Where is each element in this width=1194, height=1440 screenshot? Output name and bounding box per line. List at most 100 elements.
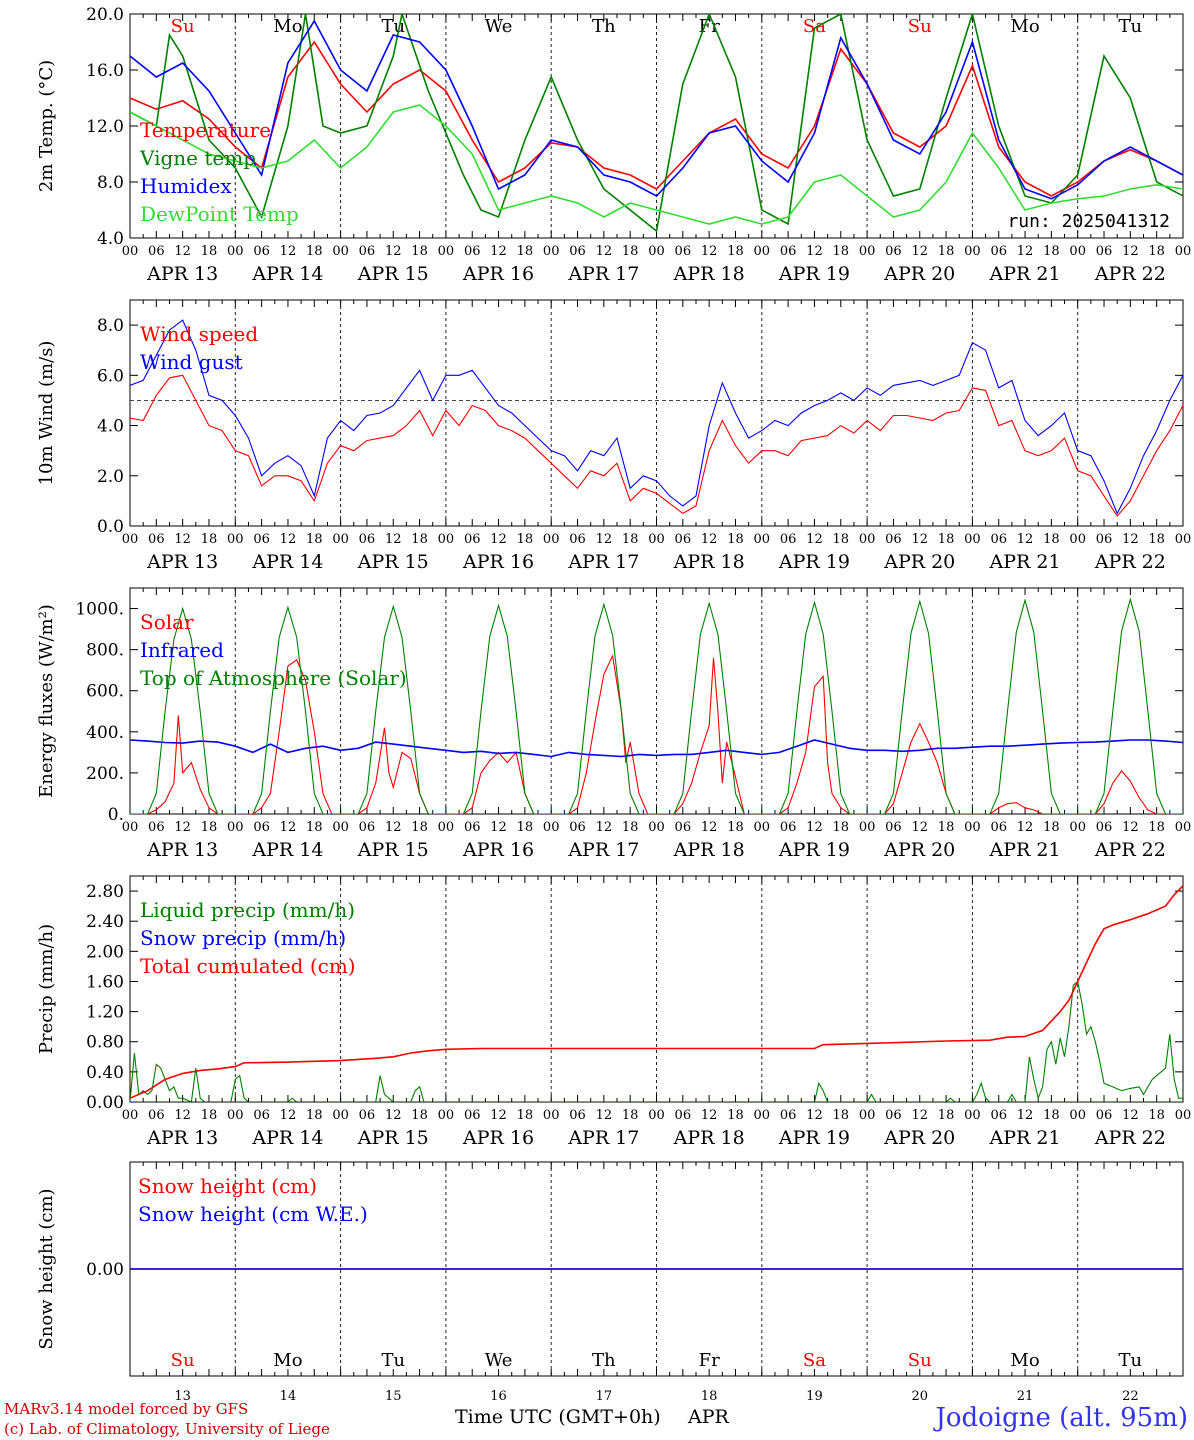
run-annotation: run: 2025041312 [1007,211,1170,232]
weekday-label: Su [908,16,932,37]
x-hour-label: 12 [280,1108,297,1123]
legend-entry: Snow precip (mm/h) [140,926,346,950]
x-hour-label: 18 [938,532,955,547]
weekday-label: Mo [273,1350,302,1371]
x-hour-label: 18 [833,532,850,547]
x-hour-label: 06 [464,820,481,835]
x-hour-label: 18 [517,244,534,259]
x-hour-label: 00 [438,1108,455,1123]
x-date-label: APR 13 [146,551,218,573]
x-hour-label: 06 [464,244,481,259]
x-hour-label: 06 [885,244,902,259]
x-date-label: APR 17 [567,1127,639,1149]
x-hour-label: 00 [543,532,560,547]
x-hour-label: 18 [727,244,744,259]
x-hour-label: 00 [1175,1108,1192,1123]
x-day-number: 15 [385,1389,402,1404]
x-date-label: APR 18 [673,263,745,285]
legend-entry: Humidex [140,174,232,198]
weekday-label: Mo [1010,1350,1039,1371]
x-hour-label: 12 [385,532,402,547]
x-hour-label: 12 [701,244,718,259]
x-hour-label: 12 [490,1108,507,1123]
x-hour-label: 06 [780,244,797,259]
x-hour-label: 12 [1122,532,1139,547]
y-axis-label: 2m Temp. (°C) [36,60,57,192]
x-hour-label: 06 [990,820,1007,835]
weekday-label: Tu [381,1350,405,1371]
series-dewpoint-temp [130,104,1183,225]
x-hour-label: 12 [806,820,823,835]
panel-4: 0.00 0.40 0.80 1.20 1.60 2.00 2.40 2.80 Precip (… [36,875,1192,1149]
x-hour-label: 00 [227,1108,244,1123]
weekday-label: We [485,1350,513,1371]
series-vigne-temp [130,14,1183,233]
x-hour-label: 06 [569,820,586,835]
series-infrared [130,739,1183,758]
x-hour-label: 00 [859,820,876,835]
x-hour-label: 00 [332,532,349,547]
x-hour-label: 12 [701,532,718,547]
series-humidex [130,19,1183,200]
x-hour-label: 18 [1148,820,1165,835]
x-hour-label: 18 [1148,532,1165,547]
y-tick-label: 8.0 [97,173,124,193]
weekday-label: Mo [273,16,302,37]
lab-credit: (c) Lab. of Climatology, University of L… [4,1420,330,1438]
weekday-label: Fr [699,16,720,37]
x-hour-label: 00 [648,244,665,259]
x-hour-label: 00 [648,532,665,547]
x-date-label: APR 14 [251,263,323,285]
x-hour-label: 18 [517,820,534,835]
x-hour-label: 00 [1175,532,1192,547]
x-hour-label: 00 [122,1108,139,1123]
x-hour-label: 18 [727,532,744,547]
x-hour-label: 00 [964,532,981,547]
weekday-label: Mo [1010,16,1039,37]
x-hour-label: 00 [859,532,876,547]
x-hour-label: 00 [1069,244,1086,259]
x-hour-label: 12 [280,532,297,547]
x-hour-label: 06 [569,244,586,259]
x-hour-label: 06 [990,244,1007,259]
xaxis-title: Time UTC (GMT+0h) [455,1406,661,1428]
x-hour-label: 12 [1122,820,1139,835]
y-tick-label: 1.20 [86,1003,124,1023]
x-date-label: APR 19 [778,551,850,573]
x-hour-label: 12 [911,1108,928,1123]
x-hour-label: 00 [859,244,876,259]
x-hour-label: 00 [332,1108,349,1123]
x-hour-label: 12 [596,244,613,259]
x-hour-label: 00 [438,820,455,835]
x-hour-label: 18 [306,1108,323,1123]
x-date-label: APR 21 [989,263,1061,285]
x-date-label: APR 20 [883,551,955,573]
x-date-label: APR 13 [146,1127,218,1149]
x-hour-label: 00 [964,244,981,259]
x-hour-label: 18 [517,1108,534,1123]
x-hour-label: 00 [543,1108,560,1123]
x-hour-label: 00 [1069,1108,1086,1123]
x-hour-label: 06 [675,532,692,547]
x-hour-label: 00 [438,244,455,259]
x-hour-label: 06 [780,532,797,547]
x-hour-label: 18 [306,532,323,547]
legend-entry: Liquid precip (mm/h) [140,898,355,922]
x-day-number: 22 [1122,1389,1139,1404]
y-axis-label: 10m Wind (m/s) [36,341,57,486]
legend-entry: DewPoint Temp [140,202,299,226]
y-tick-label: 8.0 [97,316,124,336]
xaxis-month: APR [687,1406,730,1428]
legend-entry: Top of Atmosphere (Solar) [140,666,407,690]
x-hour-label: 18 [517,532,534,547]
x-hour-label: 06 [569,532,586,547]
x-hour-label: 18 [727,820,744,835]
x-hour-label: 18 [411,532,428,547]
series-liquid-precip-mm-h [130,980,1183,1102]
x-hour-label: 12 [701,820,718,835]
y-tick-label: 6.0 [97,366,124,386]
x-date-label: APR 15 [357,1127,429,1149]
y-tick-label: 0.40 [86,1063,124,1083]
y-tick-label: 16.0 [86,61,124,81]
